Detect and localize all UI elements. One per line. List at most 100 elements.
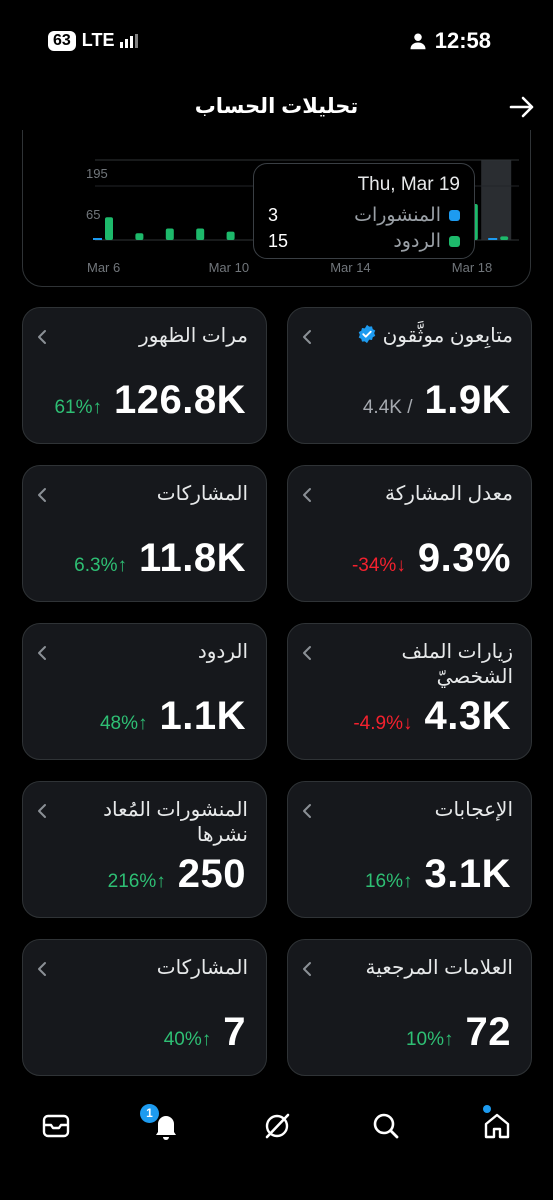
replies-bar bbox=[226, 231, 235, 240]
chevron-left-icon bbox=[38, 646, 46, 660]
chart-tooltip: Thu, Mar 19 3 المنشورات 15 الردود bbox=[253, 163, 475, 259]
metric-delta: 16%↑ bbox=[364, 871, 413, 892]
metric-label: الردود bbox=[197, 641, 248, 663]
metric-card[interactable]: العلامات المرجعية 10%↑ 72 bbox=[287, 939, 532, 1076]
posts-legend-swatch bbox=[449, 209, 460, 221]
metric-card[interactable]: المشاركات 6.3%↑ 11.8K bbox=[22, 465, 267, 602]
metric-value: 9.3% bbox=[417, 536, 511, 580]
replies-legend-swatch bbox=[449, 235, 460, 247]
metric-label: زيارات الملف الشخصيّ bbox=[401, 641, 513, 688]
chevron-left-icon bbox=[38, 804, 46, 818]
tooltip-replies-label: الردود bbox=[393, 230, 441, 252]
home-icon[interactable] bbox=[481, 1110, 513, 1142]
metric-value: 126.8K bbox=[114, 378, 246, 422]
metric-card[interactable]: الردود 48%↑ 1.1K bbox=[22, 623, 267, 760]
messages-icon[interactable] bbox=[40, 1110, 72, 1142]
metric-card[interactable]: مرات الظهور 61%↑ 126.8K bbox=[22, 307, 267, 444]
metric-value: 1.1K bbox=[159, 694, 246, 738]
metric-label-row: متابِعون موثَّقون bbox=[324, 324, 513, 349]
metric-card[interactable]: معدل المشاركة -34%↓ 9.3% bbox=[287, 465, 532, 602]
chevron-left-icon bbox=[303, 488, 311, 502]
metric-value-row: -34%↓ 9.3% bbox=[352, 536, 511, 581]
tooltip-row-posts: 3 المنشورات bbox=[268, 202, 460, 228]
metric-card[interactable]: المنشورات المُعاد نشرها 216%↑ 250 bbox=[22, 781, 267, 918]
metric-label-row: الردود bbox=[59, 640, 248, 665]
replies-bar bbox=[105, 217, 113, 240]
replies-bar bbox=[196, 228, 205, 240]
chevron-left-icon bbox=[38, 488, 46, 502]
tooltip-posts-value: 3 bbox=[268, 204, 279, 225]
posts-bar bbox=[488, 238, 498, 240]
metric-delta: 10%↑ bbox=[405, 1029, 454, 1050]
x-tick-label: Mar 18 bbox=[452, 260, 492, 275]
status-left: 63 LTE bbox=[48, 30, 139, 51]
replies-bar bbox=[165, 228, 174, 240]
network-label: LTE bbox=[81, 30, 115, 50]
y-tick-label: 65 bbox=[86, 207, 100, 222]
x-tick-label: Mar 6 bbox=[87, 260, 120, 275]
signal-icon bbox=[120, 33, 139, 48]
metric-label-row: المشاركات bbox=[59, 482, 248, 507]
tooltip-date: Thu, Mar 19 bbox=[357, 174, 460, 195]
tooltip-replies-value: 15 bbox=[268, 230, 289, 251]
notifications-icon[interactable] bbox=[150, 1110, 182, 1142]
metric-value-row: 216%↑ 250 bbox=[108, 852, 246, 897]
metric-value-row: 4.4K / 1.9K bbox=[363, 378, 511, 423]
metric-delta: 6.3%↑ bbox=[74, 555, 127, 576]
metric-label-row: المشاركات bbox=[59, 956, 248, 981]
chevron-left-icon bbox=[303, 330, 311, 344]
metric-label: المنشورات المُعاد نشرها bbox=[103, 799, 248, 846]
search-icon[interactable] bbox=[370, 1110, 402, 1142]
chevron-left-icon bbox=[303, 646, 311, 660]
y-tick-label: 195 bbox=[86, 166, 108, 181]
metric-label: متابِعون موثَّقون bbox=[382, 325, 513, 347]
back-arrow-icon[interactable] bbox=[507, 92, 537, 122]
bottom-nav: 1 bbox=[0, 1098, 553, 1158]
metric-card[interactable]: متابِعون موثَّقون 4.4K / 1.9K bbox=[287, 307, 532, 444]
verified-badge-icon bbox=[358, 324, 375, 344]
posts-bar bbox=[93, 238, 102, 240]
metric-label-row: المنشورات المُعاد نشرها bbox=[59, 798, 248, 848]
metric-label: مرات الظهور bbox=[139, 325, 248, 347]
metric-value-row: 16%↑ 3.1K bbox=[365, 852, 511, 897]
status-bar: 63 LTE 12:58 bbox=[0, 0, 553, 84]
metric-delta: -4.9%↓ bbox=[353, 713, 413, 734]
metric-label-row: العلامات المرجعية bbox=[324, 956, 513, 981]
metric-delta: 61%↑ bbox=[54, 397, 103, 418]
metric-value: 11.8K bbox=[138, 536, 246, 580]
chevron-left-icon bbox=[38, 962, 46, 976]
metric-delta: -34%↓ bbox=[351, 555, 406, 576]
metric-value: 3.1K bbox=[424, 852, 511, 896]
metric-value-row: 10%↑ 72 bbox=[406, 1010, 511, 1055]
metric-label-row: الإعجابات bbox=[324, 798, 513, 823]
metric-card[interactable]: زيارات الملف الشخصيّ -4.9%↓ 4.3K bbox=[287, 623, 532, 760]
metric-delta: 40%↑ bbox=[163, 1029, 212, 1050]
metric-card[interactable]: الإعجابات 16%↑ 3.1K bbox=[287, 781, 532, 918]
metric-label-row: زيارات الملف الشخصيّ bbox=[324, 640, 513, 690]
chevron-left-icon bbox=[303, 962, 311, 976]
page-title: تحليلات الحساب bbox=[194, 95, 359, 118]
status-right: 12:58 bbox=[409, 28, 491, 54]
metric-card[interactable]: المشاركات 40%↑ 7 bbox=[22, 939, 267, 1076]
metric-label: معدل المشاركة bbox=[385, 483, 513, 505]
metric-label: الإعجابات bbox=[434, 799, 513, 821]
metric-value-row: 48%↑ 1.1K bbox=[100, 694, 246, 739]
x-tick-label: Mar 14 bbox=[330, 260, 370, 275]
metric-delta: 48%↑ bbox=[99, 713, 148, 734]
clock: 12:58 bbox=[434, 28, 491, 53]
replies-bar bbox=[135, 233, 144, 240]
metric-value-row: 6.3%↑ 11.8K bbox=[74, 536, 246, 581]
chevron-left-icon bbox=[38, 330, 46, 344]
tooltip-posts-label: المنشورات bbox=[354, 204, 441, 226]
person-icon bbox=[410, 33, 426, 50]
metric-delta: 4.4K / bbox=[362, 397, 413, 418]
tooltip-row-replies: 15 الردود bbox=[268, 228, 460, 254]
metric-value: 7 bbox=[223, 1010, 246, 1054]
metric-label-row: مرات الظهور bbox=[59, 324, 248, 349]
page-header: تحليلات الحساب bbox=[0, 84, 553, 130]
grok-icon[interactable] bbox=[261, 1110, 293, 1142]
home-indicator-dot bbox=[483, 1105, 491, 1113]
metric-value: 1.9K bbox=[424, 378, 511, 422]
x-tick-label: Mar 10 bbox=[209, 260, 249, 275]
metric-label: المشاركات bbox=[156, 957, 248, 979]
